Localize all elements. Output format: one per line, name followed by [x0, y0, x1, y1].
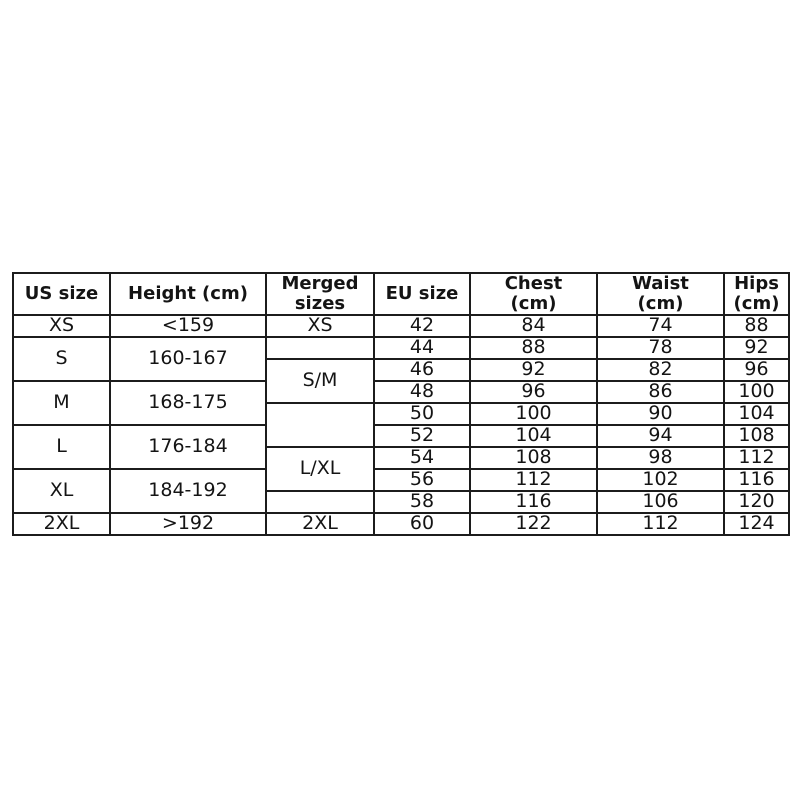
- cell-height: >192: [109, 511, 267, 536]
- cell-waist: 90: [596, 401, 725, 426]
- cell-chest: 100: [469, 401, 598, 426]
- cell-eu-size: 50: [373, 401, 471, 426]
- cell-hips: 120: [723, 489, 790, 514]
- cell-hips: 124: [723, 511, 790, 536]
- cell-merged-size: 2XL: [265, 511, 375, 536]
- cell-eu-size: 42: [373, 313, 471, 338]
- cell-chest: 116: [469, 489, 598, 514]
- cell-waist: 112: [596, 511, 725, 536]
- cell-us-size: S: [12, 335, 111, 382]
- cell-eu-size: 48: [373, 379, 471, 404]
- cell-chest: 92: [469, 357, 598, 382]
- cell-waist: 106: [596, 489, 725, 514]
- cell-chest: 108: [469, 445, 598, 470]
- header-chest: Chest (cm): [469, 272, 598, 316]
- cell-merged-size: XS: [265, 313, 375, 338]
- cell-hips: 100: [723, 379, 790, 404]
- table-row: 2XL >192 2XL 60 122 112 124: [12, 511, 790, 536]
- cell-merged-size: [265, 489, 375, 514]
- cell-waist: 98: [596, 445, 725, 470]
- cell-waist: 102: [596, 467, 725, 492]
- cell-eu-size: 54: [373, 445, 471, 470]
- cell-hips: 104: [723, 401, 790, 426]
- cell-chest: 96: [469, 379, 598, 404]
- cell-merged-size: S/M: [265, 357, 375, 404]
- header-waist: Waist (cm): [596, 272, 725, 316]
- header-row: US size Height (cm) Merged sizes EU size…: [12, 272, 790, 316]
- table-row: M 168-175 48 96 86 100: [12, 379, 790, 426]
- header-eu-size: EU size: [373, 272, 471, 316]
- table-row: 58 116 106 120: [13, 489, 790, 514]
- cell-waist: 86: [596, 379, 725, 404]
- cell-merged-size: L/XL: [265, 445, 375, 492]
- cell-hips: 88: [723, 313, 790, 338]
- table-row: XL 184-192 56 112 102 116: [12, 467, 790, 514]
- table-row: L 176-184 52 104 94 108: [12, 423, 790, 470]
- cell-eu-size: 60: [373, 511, 471, 536]
- cell-waist: 78: [596, 335, 725, 360]
- cell-merged-size: [265, 401, 375, 448]
- cell-chest: 84: [469, 313, 598, 338]
- table-row: S 160-167 44 88 78 92: [12, 335, 790, 382]
- cell-us-size: 2XL: [12, 511, 111, 536]
- table-row: L/XL 54 108 98 112: [13, 445, 790, 492]
- cell-waist: 74: [596, 313, 725, 338]
- cell-us-size: M: [12, 379, 111, 426]
- cell-eu-size: 46: [373, 357, 471, 382]
- cell-height: 176-184: [109, 423, 267, 470]
- cell-height: 160-167: [109, 335, 267, 382]
- cell-waist: 94: [596, 423, 725, 448]
- cell-us-size: XS: [12, 313, 111, 338]
- cell-height: <159: [109, 313, 267, 338]
- size-chart-table: US size Height (cm) Merged sizes EU size…: [12, 272, 790, 536]
- cell-height: 168-175: [109, 379, 267, 426]
- header-merged-sizes: Merged sizes: [265, 272, 375, 316]
- cell-eu-size: 52: [373, 423, 471, 448]
- cell-us-size: L: [12, 423, 111, 470]
- header-us-size: US size: [12, 272, 111, 316]
- cell-hips: 96: [723, 357, 790, 382]
- cell-hips: 116: [723, 467, 790, 492]
- cell-eu-size: 56: [373, 467, 471, 492]
- cell-merged-size: [265, 335, 375, 360]
- cell-chest: 122: [469, 511, 598, 536]
- cell-chest: 88: [469, 335, 598, 360]
- cell-hips: 112: [723, 445, 790, 470]
- cell-hips: 92: [723, 335, 790, 360]
- table-row: 50 100 90 104: [13, 401, 790, 448]
- table-row: S/M 46 92 82 96: [13, 357, 790, 404]
- cell-height: 184-192: [109, 467, 267, 514]
- cell-us-size: XL: [12, 467, 111, 514]
- cell-waist: 82: [596, 357, 725, 382]
- cell-eu-size: 58: [373, 489, 471, 514]
- table-row: XS <159 XS 42 84 74 88: [12, 313, 790, 338]
- cell-chest: 112: [469, 467, 598, 492]
- cell-eu-size: 44: [373, 335, 471, 360]
- header-hips: Hips (cm): [723, 272, 790, 316]
- cell-chest: 104: [469, 423, 598, 448]
- header-height: Height (cm): [109, 272, 267, 316]
- cell-hips: 108: [723, 423, 790, 448]
